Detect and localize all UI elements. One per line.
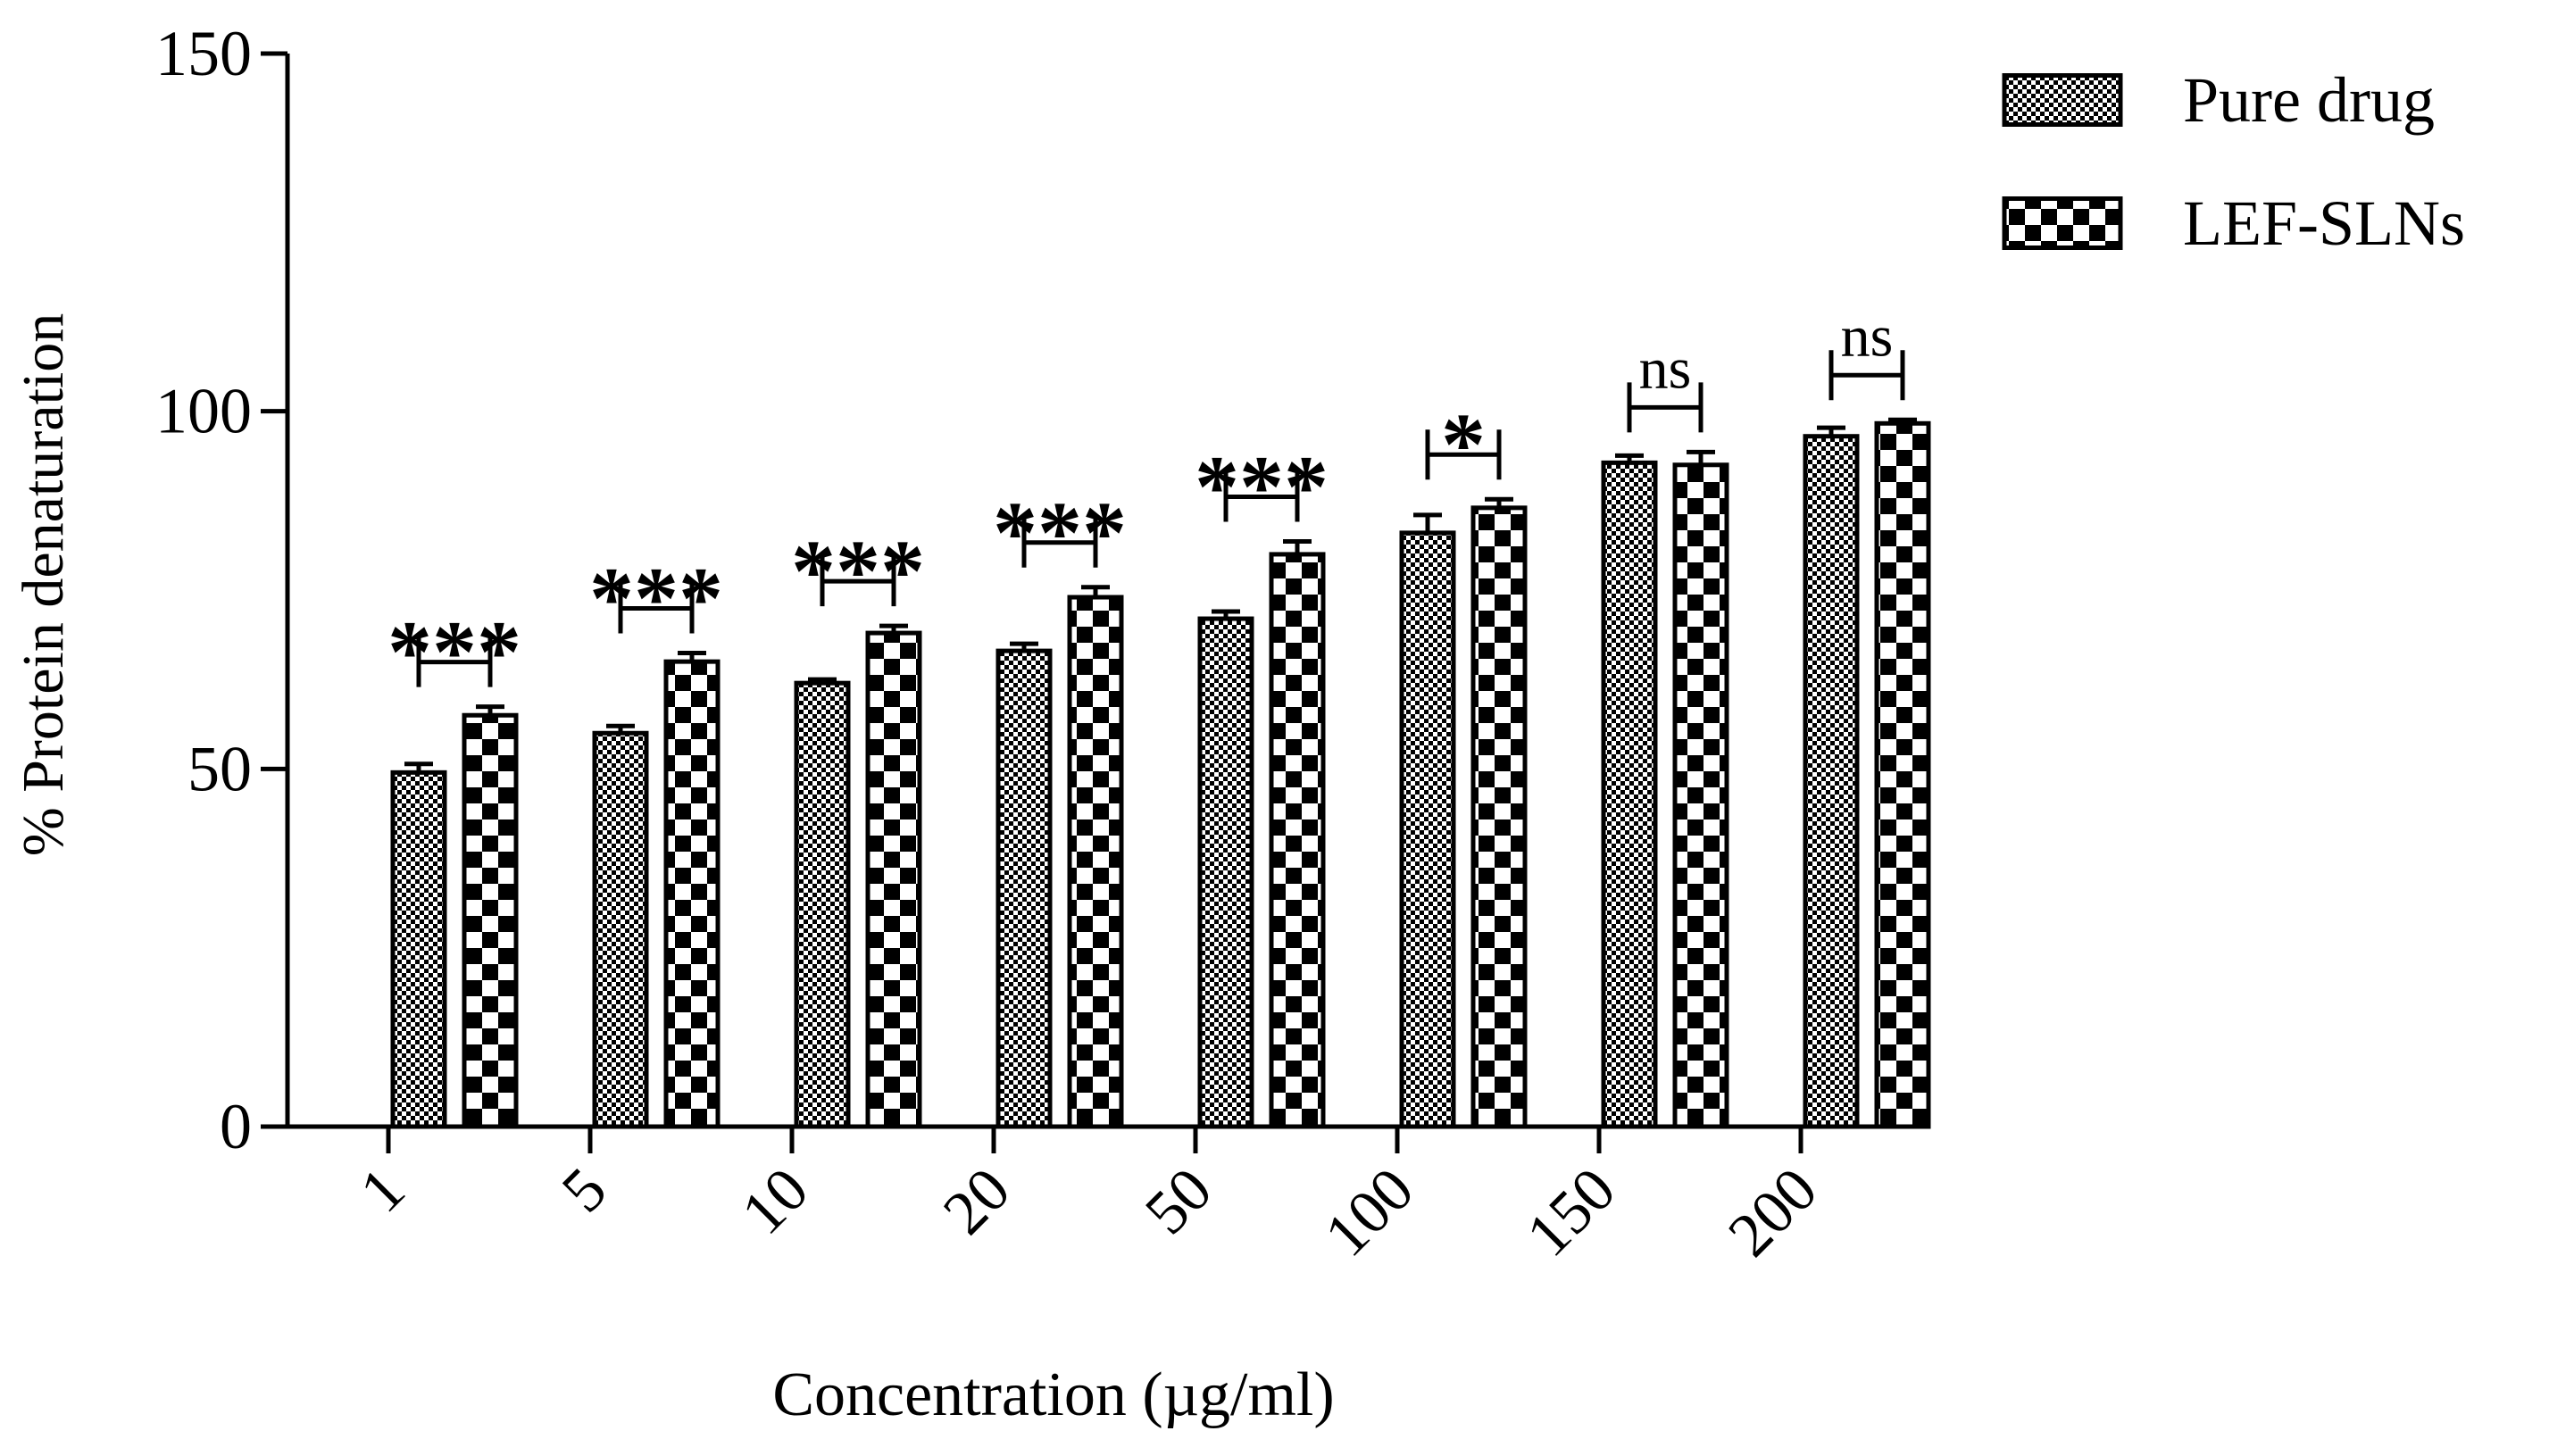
- legend: Pure drug LEF-SLNs: [2002, 64, 2465, 259]
- x-tick-label: 200: [1716, 1155, 1831, 1270]
- legend-label-pure-drug: Pure drug: [2183, 64, 2435, 136]
- y-tick-label: 50: [187, 733, 252, 804]
- legend-swatch-pure-drug: [2002, 73, 2123, 127]
- bar-lef-slns: [663, 659, 721, 1129]
- bars: [390, 420, 1931, 1129]
- bar-pure-drug: [995, 648, 1053, 1129]
- bar-lef-slns: [1269, 552, 1326, 1129]
- x-tick-label: 1: [347, 1155, 418, 1226]
- bar-lef-slns: [1470, 505, 1528, 1129]
- bar-pure-drug: [1197, 616, 1254, 1129]
- significance-label: *: [1441, 395, 1486, 494]
- bar-pure-drug: [1399, 530, 1456, 1129]
- y-tick-label: 0: [220, 1091, 252, 1162]
- significance-label: ***: [1195, 437, 1329, 537]
- significance-label: ns: [1841, 304, 1894, 369]
- significance-label: ***: [993, 483, 1127, 582]
- y-tick-label: 100: [155, 376, 252, 447]
- bar-lef-slns: [1067, 595, 1124, 1129]
- bar-pure-drug: [794, 680, 851, 1129]
- significance-annotations: ****** *** *** *** *ns ns: [387, 304, 1905, 702]
- bar-pure-drug: [1803, 434, 1860, 1129]
- x-tick-label: 100: [1312, 1155, 1428, 1270]
- x-tick-label: 10: [729, 1155, 821, 1248]
- bar-pure-drug: [592, 730, 649, 1129]
- error-bars: [404, 417, 1917, 773]
- significance-label: ***: [589, 549, 723, 648]
- significance-label: ns: [1639, 336, 1692, 401]
- significance-label: ***: [791, 521, 925, 620]
- bar-lef-slns: [1672, 462, 1729, 1129]
- x-tick-label: 5: [549, 1155, 620, 1226]
- legend-swatch-lef-slns: [2002, 196, 2123, 250]
- x-tick-label: 150: [1514, 1155, 1629, 1270]
- x-tick-label: 20: [930, 1155, 1023, 1248]
- y-tick-label: 150: [155, 18, 252, 89]
- bar-lef-slns: [462, 712, 519, 1129]
- bar-pure-drug: [390, 770, 447, 1129]
- x-tick-label: 50: [1132, 1155, 1225, 1248]
- legend-label-lef-slns: LEF-SLNs: [2183, 187, 2465, 259]
- significance-label: ***: [387, 603, 521, 702]
- bar-lef-slns: [865, 630, 922, 1129]
- bar-lef-slns: [1874, 420, 1931, 1129]
- x-axis-label: Concentration (µg/ml): [772, 1360, 1334, 1429]
- y-axis-label: % Protein denaturation: [11, 313, 76, 857]
- bar-pure-drug: [1601, 460, 1658, 1129]
